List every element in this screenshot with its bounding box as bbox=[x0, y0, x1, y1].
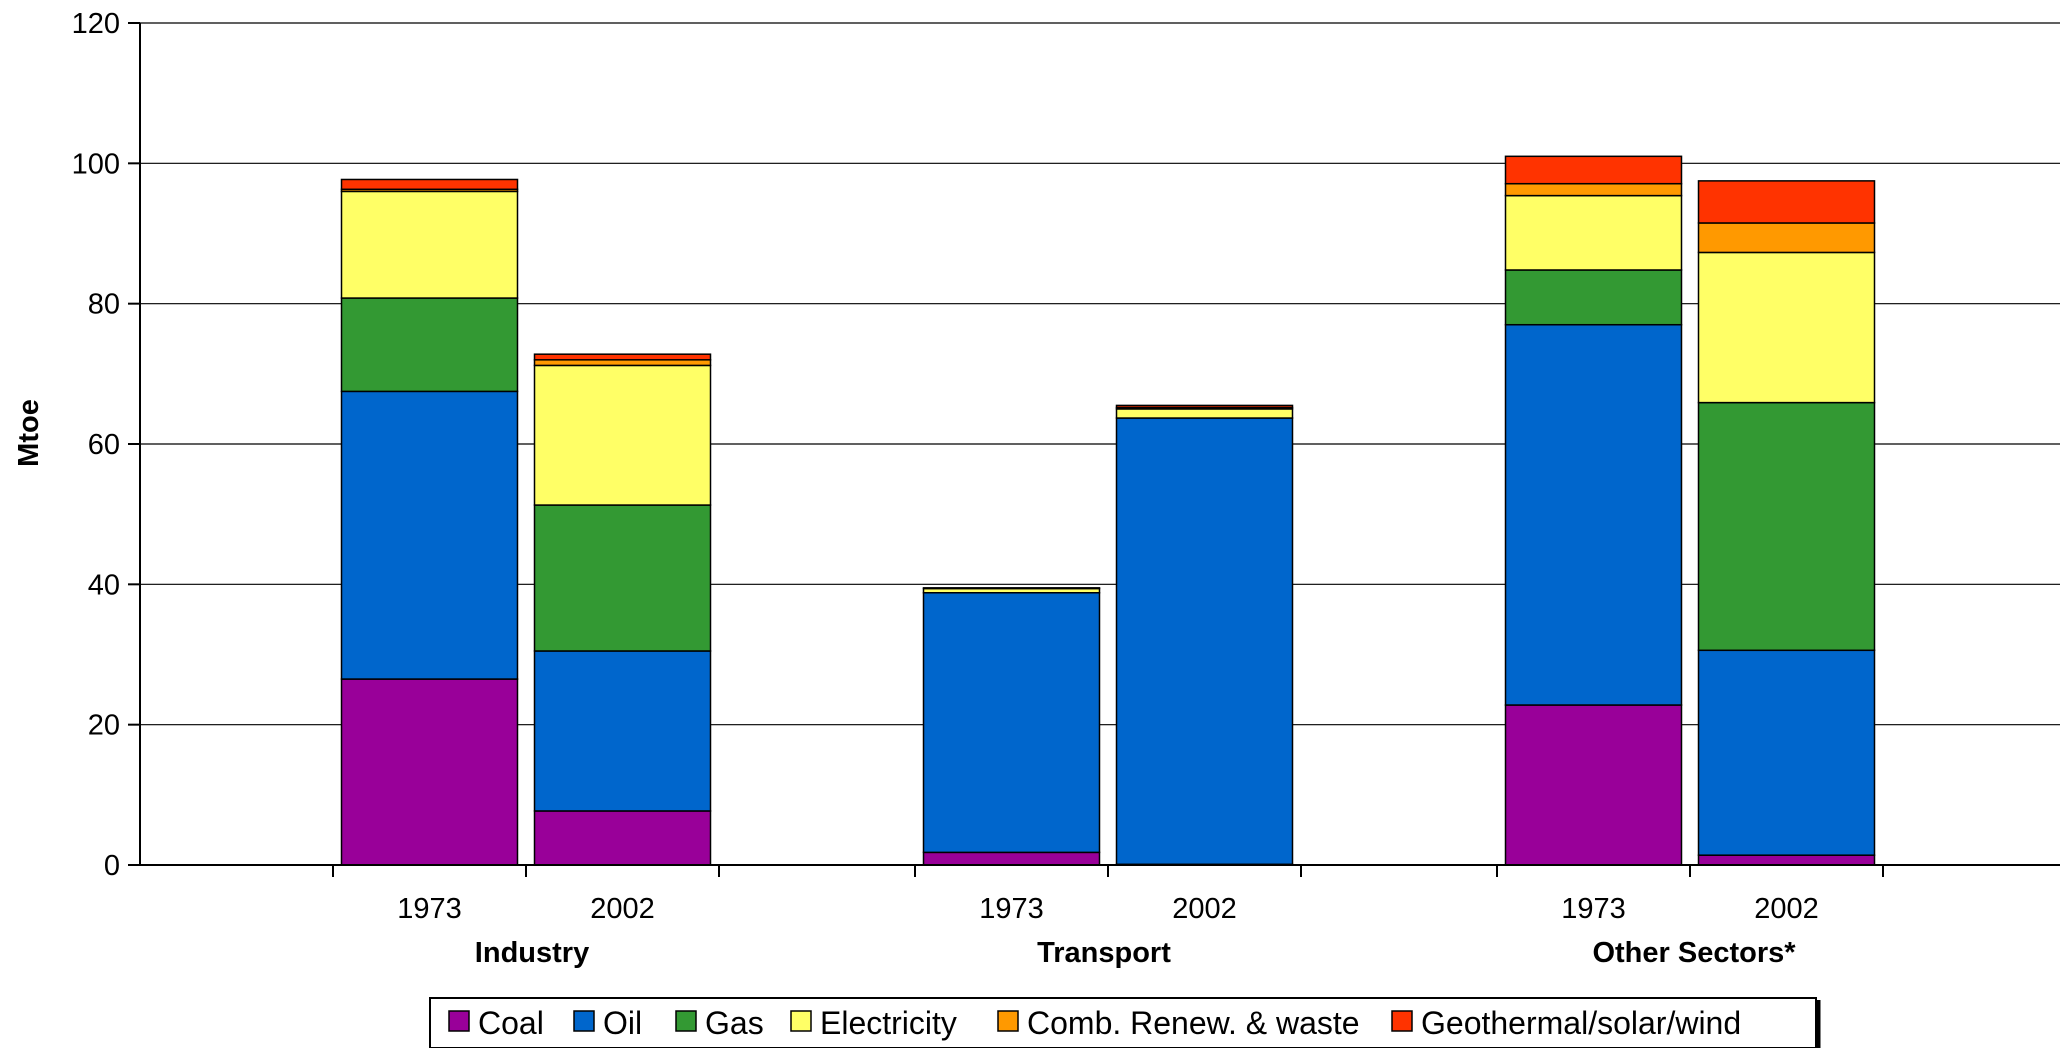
bar-segment bbox=[1697, 401, 1876, 652]
legend-label: Geothermal/solar/wind bbox=[1421, 1005, 1741, 1041]
x-category-label: 2002 bbox=[590, 893, 655, 925]
y-tick-label: 80 bbox=[88, 289, 120, 321]
bar-segment bbox=[533, 353, 712, 361]
bar-segment bbox=[340, 190, 519, 299]
bar-segment bbox=[340, 390, 519, 680]
legend-swatch bbox=[997, 1010, 1019, 1032]
bar-segment bbox=[340, 178, 519, 191]
y-axis-title: Mtoe bbox=[13, 399, 45, 467]
bar-segment bbox=[922, 587, 1101, 590]
bar-segment bbox=[533, 364, 712, 506]
legend-swatch bbox=[448, 1010, 470, 1032]
bar-segment bbox=[340, 297, 519, 393]
bar-segment bbox=[1115, 417, 1294, 866]
bar-segment bbox=[922, 851, 1101, 866]
bar-segment bbox=[1504, 194, 1683, 271]
legend-swatch bbox=[1391, 1010, 1413, 1032]
group-label: Industry bbox=[475, 937, 589, 969]
bar-segment bbox=[1504, 704, 1683, 866]
bar-segment bbox=[922, 592, 1101, 854]
x-category-label: 1973 bbox=[1561, 893, 1626, 925]
legend-label: Coal bbox=[478, 1005, 544, 1041]
legend-swatch bbox=[675, 1010, 697, 1032]
x-category-label: 1973 bbox=[979, 893, 1044, 925]
bar-segment bbox=[533, 650, 712, 812]
bar-segment bbox=[1697, 222, 1876, 254]
legend-label: Gas bbox=[705, 1005, 764, 1041]
ticks bbox=[128, 22, 1884, 877]
y-tick-label: 120 bbox=[72, 8, 120, 40]
y-tick-label: 60 bbox=[88, 429, 120, 461]
bar-segment bbox=[1504, 323, 1683, 706]
legend-box bbox=[429, 997, 1817, 1048]
group-label: Transport bbox=[1037, 937, 1171, 969]
bar-segment bbox=[533, 810, 712, 866]
bar-segment bbox=[1697, 854, 1876, 866]
group-label: Other Sectors* bbox=[1592, 937, 1796, 969]
bar-segment bbox=[340, 678, 519, 866]
x-category-label: 2002 bbox=[1754, 893, 1819, 925]
y-tick-label: 0 bbox=[104, 850, 120, 882]
legend-label: Oil bbox=[603, 1005, 642, 1041]
bar-segment bbox=[1115, 408, 1294, 419]
x-category-label: 1973 bbox=[397, 893, 462, 925]
bar-segment bbox=[1504, 182, 1683, 197]
bars bbox=[340, 155, 1876, 866]
legend: Coal Oil Gas Electricity Comb. Renew. & wast… bbox=[429, 997, 1821, 1048]
bar-segment bbox=[1697, 251, 1876, 404]
legend-swatch bbox=[790, 1010, 812, 1032]
bar-segment bbox=[1504, 269, 1683, 326]
legend-label: Comb. Renew. & waste bbox=[1027, 1005, 1360, 1041]
y-tick-label: 100 bbox=[72, 148, 120, 180]
x-category-label: 2002 bbox=[1172, 893, 1237, 925]
legend-label: Electricity bbox=[820, 1005, 957, 1041]
bar-segment bbox=[533, 504, 712, 652]
legend-swatch bbox=[573, 1010, 595, 1032]
bar-segment bbox=[1504, 155, 1683, 185]
y-tick-label: 40 bbox=[88, 569, 120, 601]
bar-segment bbox=[533, 359, 712, 367]
bar-segment bbox=[1697, 180, 1876, 224]
bar-segment bbox=[1697, 649, 1876, 856]
y-tick-label: 20 bbox=[88, 710, 120, 742]
bar-segment bbox=[1115, 404, 1294, 409]
